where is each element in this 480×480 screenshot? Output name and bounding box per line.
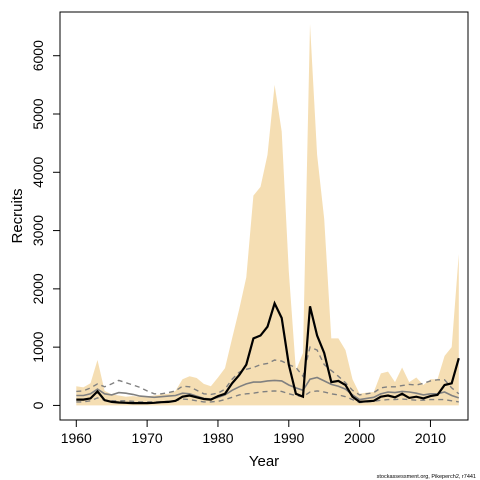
x-axis: 1960 1970 1980 1990 2000 2010 — [61, 419, 446, 446]
series-quantile-upper — [76, 346, 460, 396]
x-tick-label: 1980 — [202, 430, 233, 446]
y-tick-label: 2000 — [30, 273, 46, 304]
x-tick-label: 2000 — [344, 430, 375, 446]
x-tick-label: 1990 — [273, 430, 304, 446]
y-tick-label: 6000 — [30, 40, 46, 71]
y-tick-label: 1000 — [30, 331, 46, 362]
credit-text: stockassessment.org, Pikeperch2, r7441 — [377, 474, 476, 480]
confidence-band — [76, 23, 459, 406]
y-axis: 0 1000 2000 3000 4000 5000 6000 — [30, 40, 61, 409]
series-quantile-lower — [76, 390, 459, 404]
x-axis-title: Year — [249, 453, 279, 470]
x-tick-label: 1970 — [132, 430, 163, 446]
y-tick-label: 0 — [30, 401, 46, 409]
y-tick-label: 3000 — [30, 215, 46, 246]
y-tick-label: 4000 — [30, 157, 46, 188]
series-median — [76, 376, 460, 401]
plot-area — [76, 23, 460, 406]
y-tick-label: 5000 — [30, 98, 46, 129]
y-axis-title: Recruits — [9, 188, 26, 243]
series-estimate — [76, 300, 460, 405]
x-tick-label: 2010 — [415, 430, 446, 446]
x-tick-label: 1960 — [61, 430, 92, 446]
